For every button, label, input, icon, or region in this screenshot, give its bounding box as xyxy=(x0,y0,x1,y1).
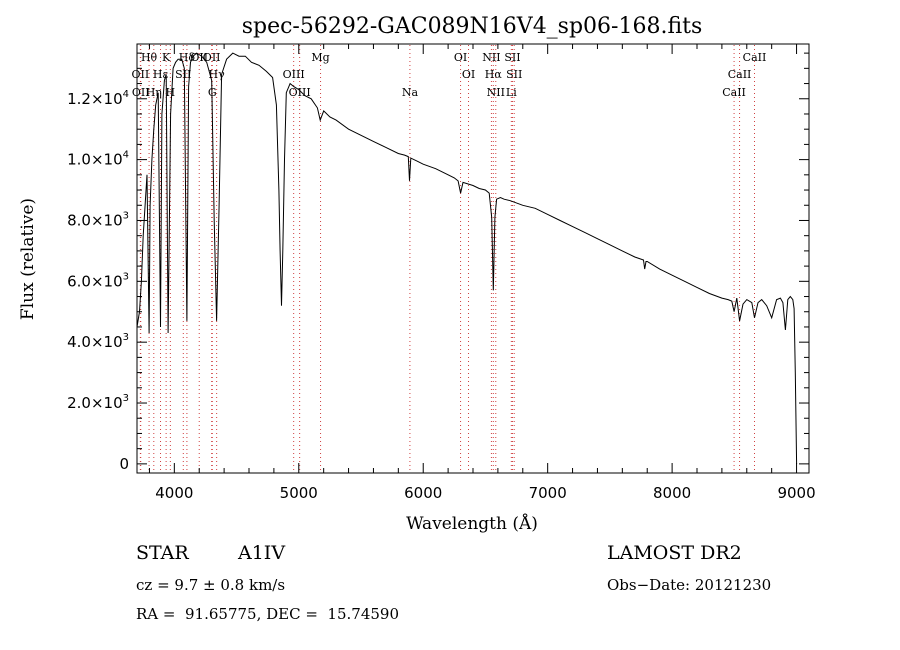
line-label: OI xyxy=(462,68,475,81)
y-tick-label: 4.0×103 xyxy=(67,332,129,351)
x-axis-ticks: 4000 5000 6000 7000 8000 9000 xyxy=(148,44,816,502)
line-label: OII xyxy=(132,68,150,81)
y-tick-label: 0 xyxy=(119,455,129,473)
line-label: SII xyxy=(506,68,522,81)
x-tick-label: 5000 xyxy=(280,484,318,502)
x-tick-label: 9000 xyxy=(777,484,815,502)
line-label: OII xyxy=(203,51,221,64)
line-label: NII xyxy=(482,51,500,64)
line-label: Hε xyxy=(153,68,169,81)
redshift-cz: cz = 9.7 ± 0.8 km/s xyxy=(136,576,286,594)
subclass: A1IV xyxy=(238,542,286,564)
line-label: Hη xyxy=(146,86,162,99)
line-label: NII xyxy=(487,86,505,99)
chart-title: spec-56292-GAC089N16V4_sp06-168.fits xyxy=(242,14,703,39)
spectrum-chart: spec-56292-GAC089N16V4_sp06-168.fits Hθ K… xyxy=(18,14,816,534)
line-label: SII xyxy=(504,51,520,64)
line-markers xyxy=(139,45,755,472)
obs-date: Obs−Date: 20121230 xyxy=(607,576,772,594)
line-label: OII xyxy=(132,86,150,99)
y-tick-label: 1.0×104 xyxy=(67,150,129,169)
line-label: Li xyxy=(506,86,517,99)
line-label: Mg xyxy=(311,51,329,64)
y-tick-label: 2.0×103 xyxy=(67,393,129,412)
line-label: Hα xyxy=(485,68,503,81)
y-tick-label: 8.0×103 xyxy=(67,210,129,229)
x-axis-label: Wavelength (Å) xyxy=(406,513,538,534)
line-label: OIII xyxy=(283,68,305,81)
line-label: Hγ xyxy=(209,68,226,81)
survey-name: LAMOST DR2 xyxy=(607,542,742,564)
coordinates: RA = 91.65775, DEC = 15.74590 xyxy=(136,605,400,623)
y-axis-label: Flux (relative) xyxy=(18,198,38,320)
line-label: CaII xyxy=(743,51,767,64)
line-label: SII xyxy=(175,68,191,81)
x-tick-label: 7000 xyxy=(529,484,567,502)
y-tick-label: 1.2×104 xyxy=(67,89,129,108)
x-tick-label: 8000 xyxy=(653,484,691,502)
line-label: Hθ xyxy=(141,51,158,64)
line-label: CaII xyxy=(728,68,752,81)
line-label: Na xyxy=(402,86,419,99)
line-label: K xyxy=(162,51,171,64)
y-tick-label: 6.0×103 xyxy=(67,271,129,290)
x-tick-label: 6000 xyxy=(404,484,442,502)
spectrum-line xyxy=(136,52,798,464)
plot-frame xyxy=(136,43,810,474)
line-label: CaII xyxy=(722,86,746,99)
object-type: STAR xyxy=(136,542,189,564)
y-axis-ticks: 0 2.0×103 4.0×103 6.0×103 8.0×103 1.0×104 1.2×… xyxy=(67,52,809,473)
line-label: H xyxy=(166,86,176,99)
x-tick-label: 4000 xyxy=(155,484,193,502)
line-label: OI xyxy=(454,51,467,64)
